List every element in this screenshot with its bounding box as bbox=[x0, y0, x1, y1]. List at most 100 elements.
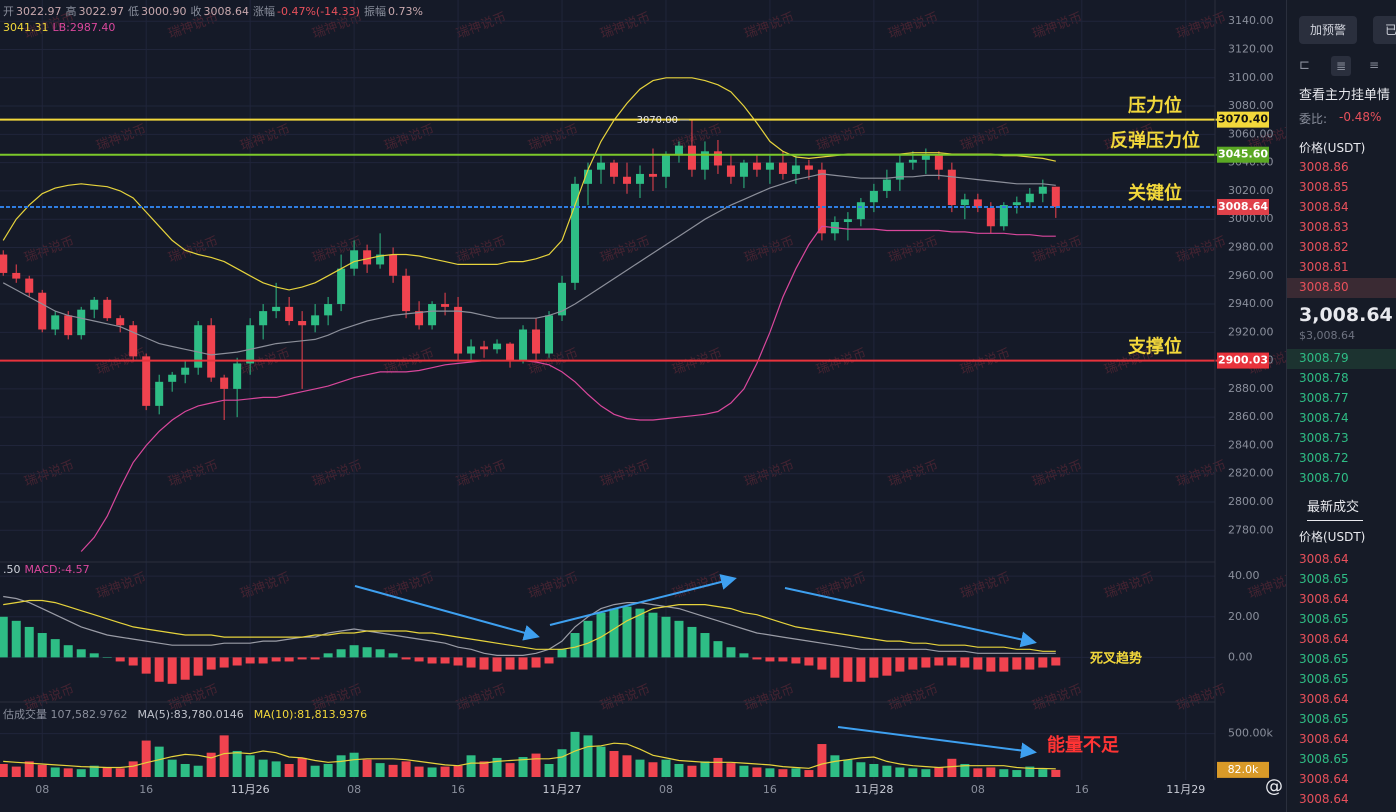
volume-bar bbox=[440, 766, 450, 777]
icon[interactable]: ⊏ bbox=[1299, 58, 1310, 73]
candle-body bbox=[363, 250, 372, 265]
macd-bar bbox=[973, 657, 983, 670]
volume-bar bbox=[1051, 769, 1061, 777]
bid-price: 3008.79 bbox=[1299, 351, 1349, 365]
candle-body bbox=[843, 219, 852, 223]
x-tick-label: 08 bbox=[35, 783, 49, 796]
candle-body bbox=[506, 343, 515, 361]
ohlc-label: 收 bbox=[190, 5, 202, 18]
volume-bar bbox=[310, 765, 320, 777]
macd-bar bbox=[687, 626, 697, 658]
candle-body bbox=[778, 162, 787, 174]
macd-bar bbox=[752, 657, 762, 660]
ask-price: 3008.80 bbox=[1299, 280, 1349, 294]
y-tick-label: 3080.00 bbox=[1228, 99, 1274, 112]
candle-body bbox=[921, 155, 930, 160]
ask-price: 3008.86 bbox=[1299, 160, 1349, 174]
volume-bar bbox=[700, 761, 710, 777]
ohlc-label: 振幅 bbox=[363, 5, 386, 18]
volume-bar bbox=[1025, 766, 1035, 777]
level-badge bbox=[1217, 352, 1269, 369]
volume-bar bbox=[622, 755, 632, 777]
candle-body bbox=[38, 292, 47, 330]
volume-bar bbox=[661, 759, 671, 777]
macd-bar bbox=[739, 653, 749, 658]
trade-price: 3008.64 bbox=[1299, 632, 1349, 646]
trade-price: 3008.65 bbox=[1299, 752, 1349, 766]
level-badge-label: 3070.40 bbox=[1218, 113, 1268, 126]
value-badge bbox=[1217, 761, 1269, 778]
candle-body bbox=[999, 205, 1008, 227]
ohlc-label: 开 bbox=[3, 5, 14, 18]
y-tick-label: 3120.00 bbox=[1228, 42, 1274, 55]
arrow bbox=[784, 587, 1037, 648]
candle-body bbox=[571, 183, 580, 283]
ohlc-label: 涨幅 bbox=[253, 5, 275, 18]
y-tick-label: 2960.00 bbox=[1228, 269, 1274, 282]
level-badge-label: 3045.60 bbox=[1218, 148, 1268, 161]
macd-bar bbox=[258, 657, 268, 664]
volume-bar bbox=[414, 766, 424, 777]
volume-bar bbox=[986, 767, 996, 777]
alert-button[interactable]: 加预警 bbox=[1299, 16, 1357, 44]
candle-body bbox=[700, 151, 709, 170]
candle-body bbox=[441, 304, 450, 307]
volume-bar bbox=[804, 770, 814, 777]
icon[interactable]: ≡ bbox=[1369, 58, 1380, 72]
band-line bbox=[2, 173, 1056, 356]
bid-price: 3008.74 bbox=[1299, 411, 1349, 425]
arrow bbox=[549, 574, 737, 626]
volume-bar bbox=[284, 763, 294, 777]
trade-price: 3008.64 bbox=[1299, 772, 1349, 786]
y-tick-label: 2820.00 bbox=[1228, 467, 1274, 480]
y-tick-label: 3000.00 bbox=[1228, 212, 1274, 225]
x-tick-label: 11月28 bbox=[854, 783, 893, 796]
candle-body bbox=[947, 169, 956, 206]
volume-bar bbox=[50, 767, 60, 777]
macd-bar bbox=[414, 657, 424, 662]
macd-bar bbox=[297, 657, 307, 660]
bid-price: 3008.70 bbox=[1299, 471, 1349, 485]
macd-bar bbox=[1025, 657, 1035, 670]
x-tick-label: 11月29 bbox=[1166, 783, 1205, 796]
ohlc-value: 0.73% bbox=[387, 5, 423, 18]
macd-bar bbox=[375, 649, 385, 658]
candle-body bbox=[519, 329, 528, 361]
volume-bar bbox=[596, 746, 606, 777]
volume-bar bbox=[752, 767, 762, 777]
order-book-title[interactable]: 查看主力挂单情 bbox=[1299, 88, 1391, 103]
candle-body bbox=[817, 169, 826, 234]
trade-price: 3008.64 bbox=[1299, 552, 1349, 566]
candle-body bbox=[467, 346, 476, 354]
y-tick-label: 2880.00 bbox=[1228, 382, 1274, 395]
macd-bar bbox=[388, 653, 398, 658]
candle-body bbox=[765, 162, 774, 170]
ohlc-value: 3008.64 bbox=[203, 5, 250, 18]
macd-bar bbox=[466, 657, 476, 668]
trade-price: 3008.64 bbox=[1299, 732, 1349, 746]
candle-body bbox=[220, 377, 229, 389]
row-highlight bbox=[1287, 349, 1396, 369]
candle-body bbox=[752, 162, 761, 170]
other-button[interactable]: 已 bbox=[1373, 16, 1396, 44]
macd-bar bbox=[102, 657, 112, 658]
volume-bar bbox=[843, 759, 853, 777]
candle-body bbox=[311, 315, 320, 326]
volume-bar bbox=[791, 768, 801, 777]
level-annotation: 关键位 bbox=[1128, 182, 1182, 204]
candle-body bbox=[739, 162, 748, 177]
y-tick-label: 500.00k bbox=[1228, 727, 1273, 740]
macd-bar bbox=[453, 657, 463, 666]
candle-body bbox=[804, 165, 813, 170]
macd-bar bbox=[63, 645, 73, 658]
y-tick-label: 2980.00 bbox=[1228, 240, 1274, 253]
icon[interactable]: ≣ bbox=[1331, 56, 1351, 76]
volume-bar bbox=[739, 765, 749, 777]
last-price: 3,008.64 bbox=[1299, 304, 1393, 326]
row-highlight bbox=[1287, 278, 1396, 298]
y-tick-label: 2920.00 bbox=[1228, 325, 1274, 338]
x-tick-label: 16 bbox=[1075, 783, 1089, 796]
y-tick-label: 3100.00 bbox=[1228, 71, 1274, 84]
candle-body bbox=[622, 176, 631, 184]
